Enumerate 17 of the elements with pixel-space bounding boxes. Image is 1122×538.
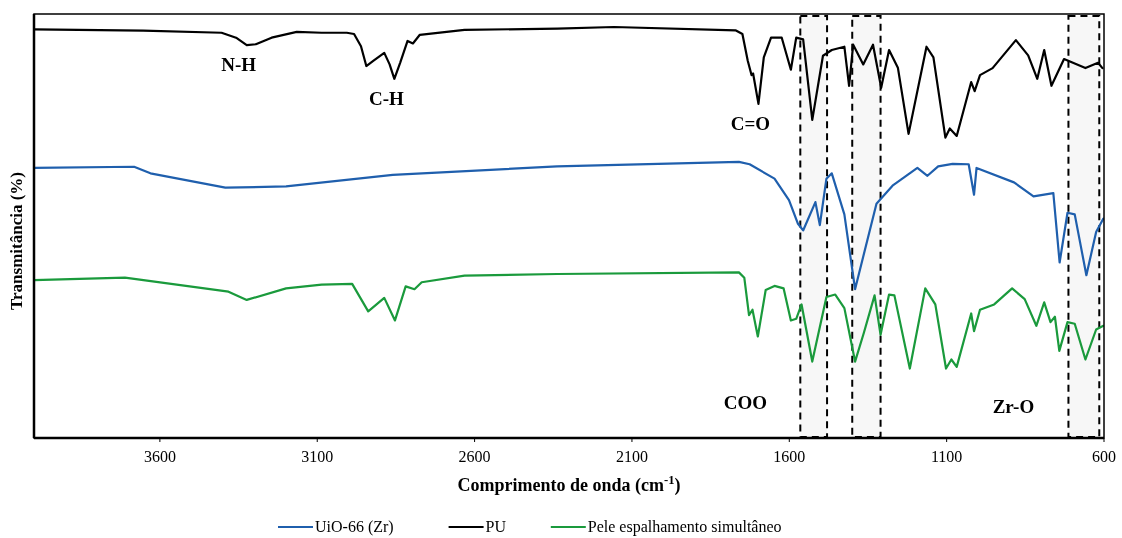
annotation: Zr-O bbox=[992, 396, 1035, 418]
legend-label: PU bbox=[485, 518, 507, 535]
x-tick-label: 2600 bbox=[458, 448, 491, 465]
annotation: N-H bbox=[221, 54, 257, 76]
y-axis-title: Transmitância (%) bbox=[7, 171, 26, 311]
x-tick-label: 2100 bbox=[615, 448, 648, 465]
x-axis-title: Comprimento de onda (cm$^{-1}$) bbox=[457, 473, 681, 496]
annotation: C=O bbox=[730, 113, 771, 135]
legend-label: Pele espalhamento simultâneo bbox=[587, 518, 782, 536]
annotation: C-H bbox=[368, 88, 404, 110]
annotation: COO bbox=[723, 392, 767, 414]
x-tick-label: 1100 bbox=[930, 448, 963, 465]
x-tick-label: 600 bbox=[1092, 448, 1116, 465]
x-tick-label: 1600 bbox=[773, 448, 806, 465]
legend-label: UiO-66 (Zr) bbox=[315, 518, 394, 536]
x-tick-label: 3100 bbox=[301, 448, 334, 465]
x-tick-label: 3600 bbox=[143, 448, 176, 465]
